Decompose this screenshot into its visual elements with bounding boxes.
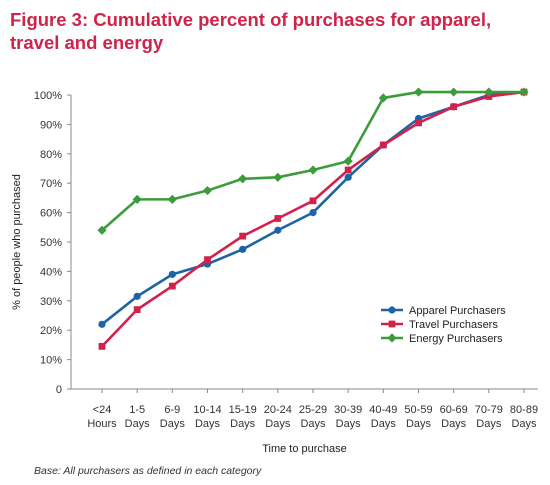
data-point-apparel [309, 209, 317, 217]
y-tick-label: 60% [40, 208, 62, 220]
legend-item-apparel: Apparel Purchasers [381, 305, 506, 317]
data-point-apparel [344, 173, 352, 181]
legend: Apparel Purchasers Travel Purchasers Energ… [381, 305, 506, 345]
x-tick-label: 50-59 [404, 404, 432, 416]
x-tick-label: Days [511, 418, 537, 430]
y-tick-label: 50% [40, 237, 62, 249]
x-tick-label: Days [195, 418, 221, 430]
data-point-energy [202, 185, 213, 196]
data-point-energy [167, 194, 177, 204]
x-tick-label: Days [230, 418, 256, 430]
x-tick-label: Days [476, 418, 502, 430]
x-tick-label: 60-69 [440, 404, 468, 416]
x-tick-label: Days [160, 418, 186, 430]
data-point-energy [449, 87, 459, 97]
series-layer [97, 87, 529, 350]
y-axis-title: % of people who purchased [11, 174, 23, 310]
x-tick-label: <24 [93, 404, 112, 416]
data-point-energy [484, 87, 494, 97]
y-tick-label: 30% [40, 296, 62, 308]
x-tick-label: 30-39 [334, 404, 362, 416]
y-tick-label: 100% [34, 90, 62, 102]
y-tick-label: 70% [40, 178, 62, 190]
data-point-travel [379, 141, 387, 149]
y-tick-label: 80% [40, 149, 62, 161]
legend-marker [387, 333, 397, 343]
data-point-travel [239, 232, 247, 240]
x-tick-label: 70-79 [475, 404, 503, 416]
data-point-energy [378, 93, 388, 103]
data-point-travel [204, 256, 211, 264]
data-point-travel [415, 119, 422, 127]
legend-label: Travel Purchasers [409, 319, 498, 331]
data-point-travel [98, 342, 106, 350]
x-tick-label: 20-24 [264, 404, 292, 416]
x-tick-label: Days [125, 418, 151, 430]
legend-marker [388, 306, 396, 314]
data-point-energy [413, 87, 424, 97]
y-tick-label: 40% [40, 266, 62, 278]
y-tick-label: 0 [56, 384, 62, 396]
legend-label: Apparel Purchasers [409, 305, 506, 317]
legend-marker [388, 320, 396, 328]
legend-label: Energy Purchasers [409, 333, 503, 345]
data-point-energy [519, 87, 529, 97]
data-point-apparel [133, 292, 141, 300]
x-axis: <24 Hours 1-5 Days 6-9 Days 10-14 Days 15-19 Days… [71, 388, 538, 430]
legend-item-travel: Travel Purchasers [381, 319, 498, 331]
data-point-apparel [168, 270, 176, 278]
x-tick-label: Days [265, 418, 291, 430]
x-axis-title: Time to purchase [262, 443, 347, 455]
x-tick-label: Days [441, 418, 467, 430]
figure-title: Figure 3: Cumulative percent of purchase… [10, 9, 492, 53]
x-tick-label: Days [371, 418, 397, 430]
data-point-energy [97, 225, 107, 235]
data-point-travel [309, 197, 317, 205]
x-tick-label: 80-89 [510, 404, 538, 416]
x-tick-label: 25-29 [299, 404, 327, 416]
data-point-travel [450, 103, 458, 111]
x-tick-label: 1-5 [129, 404, 145, 416]
y-tick-label: 90% [40, 119, 62, 131]
data-point-travel [274, 215, 282, 222]
base-note: Base: All purchasers as defined in each … [34, 465, 262, 477]
data-point-travel [133, 306, 141, 314]
x-tick-label: 15-19 [229, 404, 257, 416]
x-tick-label: Hours [87, 418, 117, 430]
data-point-energy [308, 165, 318, 175]
data-point-apparel [274, 226, 282, 234]
series-energy [97, 87, 529, 235]
data-point-energy [132, 194, 142, 204]
y-tick-label: 20% [40, 325, 62, 337]
y-tick-label: 10% [40, 355, 62, 367]
x-tick-label: 6-9 [164, 404, 180, 416]
x-tick-label: Days [300, 418, 326, 430]
x-tick-label: Days [336, 418, 362, 430]
data-point-travel [344, 166, 352, 174]
legend-item-energy: Energy Purchasers [381, 333, 503, 345]
x-tick-label: 40-49 [369, 404, 397, 416]
x-tick-label: Days [406, 418, 432, 430]
data-point-apparel [239, 245, 247, 253]
data-point-energy [273, 172, 283, 182]
data-point-energy [343, 156, 353, 166]
y-axis: 0 10% 20% 30% 40% 50% 60% 70% 80% 90% 100% [34, 90, 72, 396]
data-point-apparel [98, 320, 106, 328]
x-tick-label: 10-14 [193, 404, 221, 416]
data-point-energy [238, 174, 248, 184]
data-point-travel [168, 282, 176, 290]
